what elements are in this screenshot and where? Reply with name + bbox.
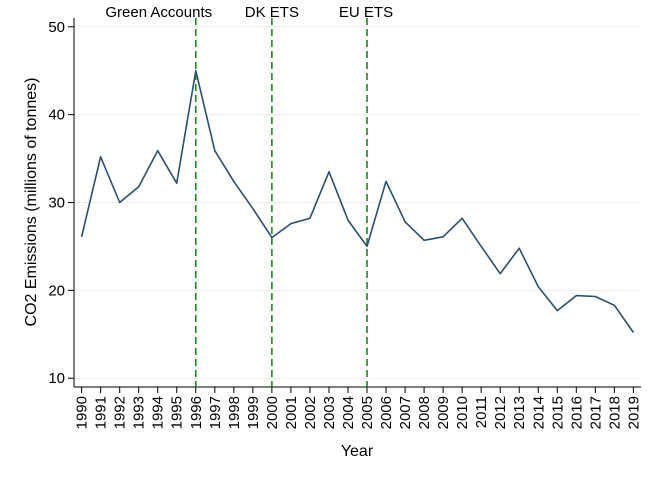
y-axis-ticks: 10 20 30 40 50 xyxy=(48,19,74,387)
x-tick-label: 2005 xyxy=(359,396,376,429)
x-tick-label: 2004 xyxy=(340,396,357,429)
x-tick-label: 2006 xyxy=(378,396,395,429)
y-tick-label: 10 xyxy=(48,370,65,387)
x-tick-label: 2003 xyxy=(321,396,338,429)
x-tick-label: 2007 xyxy=(397,396,414,429)
x-tick-label: 2001 xyxy=(283,396,300,429)
x-tick-label: 2011 xyxy=(473,396,490,428)
x-tick-label: 2018 xyxy=(606,396,623,429)
x-tick-label: 1993 xyxy=(131,396,148,429)
x-tick-label: 2012 xyxy=(492,396,509,429)
x-tick-label: 2017 xyxy=(587,396,604,429)
x-tick-label: 2019 xyxy=(625,396,642,429)
y-tick-label: 40 xyxy=(48,107,65,124)
event-lines: Green Accounts DK ETS EU ETS xyxy=(105,4,393,387)
x-tick-label: 1996 xyxy=(188,396,205,429)
series-group xyxy=(80,69,635,333)
y-axis-title: CO2 Emissions (millions of tonnes) xyxy=(23,78,40,327)
series-line xyxy=(80,69,635,333)
x-axis-title: Year xyxy=(341,443,374,460)
x-tick-label: 1997 xyxy=(207,396,224,429)
event-label: EU ETS xyxy=(339,4,393,21)
x-tick-label: 1995 xyxy=(169,396,186,429)
x-tick-label: 2013 xyxy=(511,396,528,429)
x-tick-label: 1999 xyxy=(245,396,262,429)
grid-lines xyxy=(74,26,641,379)
x-tick-label: 2010 xyxy=(454,396,471,429)
x-tick-label: 2009 xyxy=(435,396,452,429)
y-tick-label: 30 xyxy=(48,195,65,212)
x-tick-label: 2016 xyxy=(568,396,585,429)
x-tick-label: 1998 xyxy=(226,396,243,429)
event-label: Green Accounts xyxy=(105,4,212,21)
x-tick-label: 2015 xyxy=(549,396,566,429)
y-tick-label: 50 xyxy=(48,19,65,36)
y-tick-label: 20 xyxy=(48,282,65,299)
x-axis-ticks: 1990 1991 1992 1993 1994 1995 1996 1997 1998 1999… xyxy=(74,387,642,429)
x-tick-label: 2008 xyxy=(416,396,433,429)
x-tick-label: 1990 xyxy=(74,396,91,429)
x-tick-label: 1991 xyxy=(93,396,110,429)
x-tick-label: 2014 xyxy=(530,396,547,429)
x-tick-label: 2000 xyxy=(264,396,281,429)
x-tick-label: 1992 xyxy=(112,396,129,429)
x-tick-label: 2002 xyxy=(302,396,319,429)
event-label: DK ETS xyxy=(245,4,299,21)
x-tick-label: 1994 xyxy=(150,396,167,429)
